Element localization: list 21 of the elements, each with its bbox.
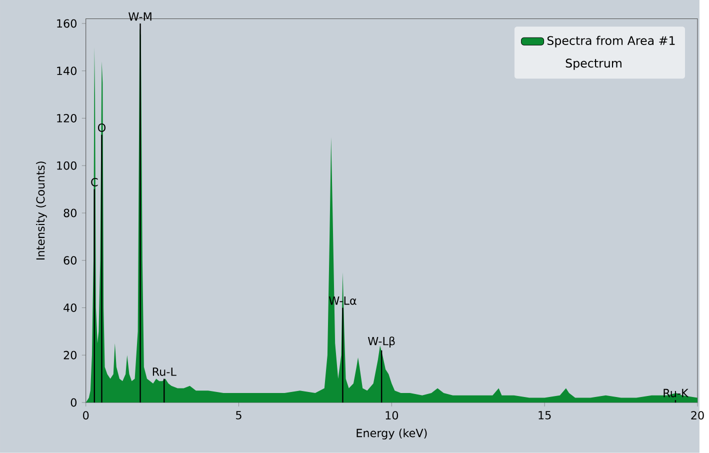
x-tick-label: 0 <box>83 411 89 420</box>
y-tick-label: 80 <box>64 208 77 218</box>
annotation: Ru-L <box>152 368 176 376</box>
y-tick-label: 20 <box>64 350 77 360</box>
y-tick-label: 0 <box>70 398 77 407</box>
y-axis-title: Intensity (Counts) <box>36 162 47 260</box>
y-tick-label: 120 <box>57 114 76 123</box>
y-tick-label: 140 <box>57 66 76 76</box>
y-tick-label: 160 <box>57 19 76 28</box>
x-axis-title: Energy (keV) <box>356 428 427 440</box>
y-tick-label: 100 <box>57 161 76 170</box>
x-tick-label: 5 <box>236 411 242 420</box>
legend-title: Spectrum <box>566 58 622 70</box>
x-tick-label: 15 <box>538 411 551 420</box>
annotation: Ru-K <box>664 389 689 398</box>
annotation: W-Lβ <box>368 336 395 348</box>
y-tick-label: 60 <box>64 256 77 265</box>
legend-label: Spectra from Area #1 <box>547 36 675 48</box>
x-tick-label: 20 <box>691 411 704 420</box>
x-tick-label: 10 <box>386 411 398 420</box>
y-tick-label: 40 <box>64 304 77 312</box>
